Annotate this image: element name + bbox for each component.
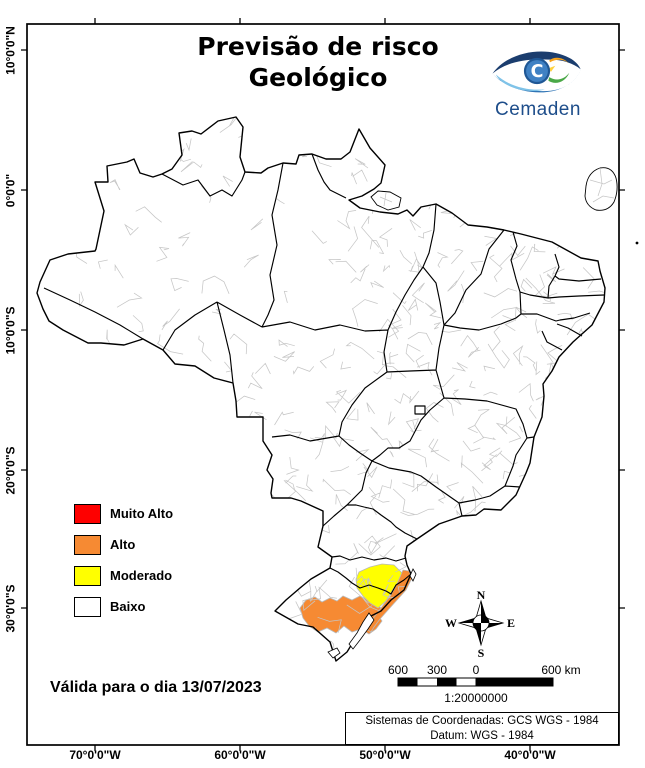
scale-bar — [397, 677, 554, 687]
municipality-texture — [37, 117, 605, 661]
marajo-municipal-line — [379, 192, 393, 207]
legend-label-muito-alto: Muito Alto — [110, 506, 174, 521]
coordinate-system-box: Sistemas de Coordenadas: GCS WGS - 1984 … — [345, 712, 619, 745]
lagoa-mirim — [327, 647, 341, 659]
legend-swatch-moderado — [74, 566, 101, 586]
lon-label-50w: 50°0'0"W — [359, 748, 411, 762]
lat-label-10n: 10°0'0"N — [3, 26, 18, 75]
compass-rose — [457, 599, 505, 647]
marajo-island — [370, 190, 402, 211]
legend-swatch-baixo — [74, 597, 101, 617]
brazil-outline — [36, 116, 606, 662]
state-boundaries — [43, 153, 605, 595]
map-frame — [26, 23, 620, 746]
title-line-2: Geológico — [248, 63, 388, 92]
cemaden-logo-icon: C — [492, 51, 581, 93]
legend-swatch-alto — [74, 535, 101, 555]
legend-label-alto: Alto — [110, 537, 136, 552]
compass-e: E — [507, 616, 515, 630]
coordinate-system-line: Sistemas de Coordenadas: GCS WGS - 1984 — [365, 715, 599, 727]
lon-label-40w: 40°0'0"W — [504, 748, 556, 762]
compass-n: N — [477, 588, 486, 602]
fernando-de-noronha-dot — [635, 241, 639, 245]
logo-monogram: C — [531, 62, 544, 82]
lat-label-10s: 10°0'0"S — [3, 306, 18, 355]
lon-label-60w: 60°0'0"W — [214, 748, 266, 762]
compass-s: S — [478, 646, 485, 660]
legend-label-baixo: Baixo — [110, 599, 146, 614]
scale-label-0: 0 — [472, 663, 480, 677]
compass-w: W — [445, 616, 457, 630]
scale-label-600-left: 600 — [387, 663, 409, 677]
lagoa-dos-patos — [348, 612, 375, 650]
legend-label-moderado: Moderado — [110, 568, 173, 583]
lat-label-30s: 30°0'0"S — [3, 584, 18, 633]
datum-line: Datum: WGS - 1984 — [430, 730, 534, 742]
compass-labels: N S E W — [445, 588, 515, 660]
scale-label-300: 300 — [426, 663, 448, 677]
scale-ratio: 1:20000000 — [444, 691, 508, 705]
axis-ticks — [21, 18, 625, 751]
municipality-boundaries — [37, 117, 605, 661]
page-title: Previsão de risco Geológico — [168, 31, 468, 93]
offshore-archipelago — [584, 167, 618, 211]
scale-label-600-km: 600 km — [541, 663, 581, 677]
risk-region-moderado — [355, 563, 403, 609]
legend-swatch-muito-alto — [74, 504, 101, 524]
santa-catarina-island — [409, 568, 417, 582]
lat-label-0: 0°0'0" — [3, 173, 18, 208]
validity-date: Válida para o dia 13/07/2023 — [50, 679, 262, 696]
risk-regions — [299, 563, 413, 635]
lon-label-70w: 70°0'0"W — [69, 748, 121, 762]
lat-label-20s: 20°0'0"S — [3, 446, 18, 495]
title-line-1: Previsão de risco — [197, 32, 439, 61]
logo-wordmark: Cemaden — [495, 99, 581, 120]
